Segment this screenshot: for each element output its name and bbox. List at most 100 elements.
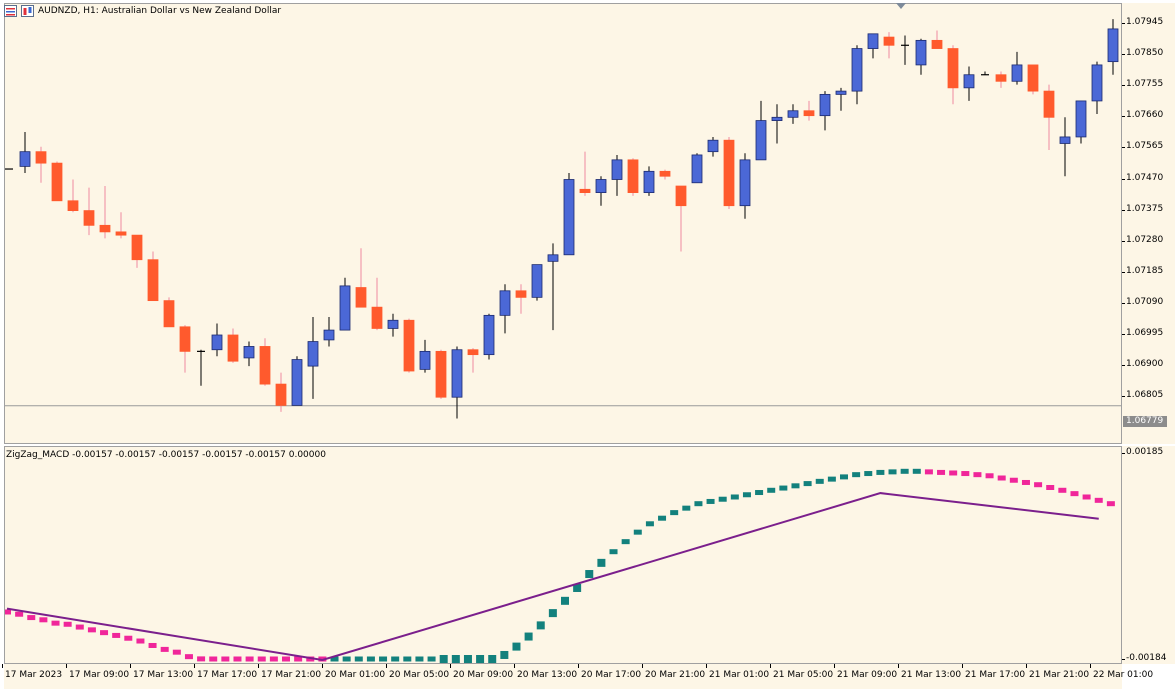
macd-histogram-bar-down	[221, 656, 230, 662]
price-tick-label: 1.07850	[1121, 48, 1164, 59]
macd-histogram-bar-down	[973, 472, 982, 478]
macd-histogram-bar-down	[1009, 477, 1018, 483]
bear-candle	[723, 139, 735, 207]
bull-candle	[867, 33, 879, 49]
bear-candle	[1043, 90, 1055, 118]
zigzag-macd-chart[interactable]	[5, 447, 1122, 664]
macd-histogram-bar-up	[633, 529, 642, 535]
macd-histogram-bar-down	[5, 609, 11, 615]
time-axis-label: 17 Mar 21:00	[257, 664, 322, 680]
price-tick-label: 1.07755	[1121, 79, 1164, 90]
bear-candle	[579, 188, 591, 193]
macd-histogram-bar-down	[949, 470, 958, 476]
price-scale[interactable]: 1.07945 1.07850 1.07755 1.07660 1.07565 1.074…	[1121, 3, 1175, 444]
macd-histogram-bar-down	[1021, 479, 1030, 485]
macd-histogram-bar-down	[136, 638, 145, 644]
macd-histogram-bar-up	[561, 596, 569, 605]
current-price-label: 1.06779	[1123, 416, 1167, 427]
macd-histogram-bar-up	[852, 472, 861, 478]
bear-candle	[131, 234, 143, 261]
bear-candle	[259, 346, 271, 385]
macd-histogram-bar-down	[924, 469, 933, 475]
macd-histogram-bar-down	[1058, 487, 1067, 493]
macd-histogram-bar-up	[912, 468, 921, 474]
bull-candle	[1075, 100, 1087, 138]
macd-histogram-bar-up	[827, 476, 836, 482]
macd-histogram-bar-up	[803, 481, 812, 487]
bull-candle	[835, 90, 847, 95]
price-chart-pane[interactable]	[4, 3, 1122, 444]
price-tick-label: 1.06900	[1121, 359, 1164, 370]
bull-candle	[787, 110, 799, 118]
bull-candle	[915, 39, 927, 66]
macd-histogram-bar-up	[694, 501, 703, 507]
indicator-scale[interactable]: 0.00185 -0.00184	[1121, 446, 1175, 664]
chart-header: AUDNZD, H1: Australian Dollar vs New Zea…	[4, 5, 281, 17]
time-axis-label: 20 Mar 05:00	[385, 664, 450, 680]
macd-histogram-bar-down	[1070, 491, 1079, 497]
bull-candle	[707, 139, 719, 153]
chart-settings-icon[interactable]	[4, 5, 17, 17]
bear-candle	[1027, 64, 1039, 92]
macd-histogram-bar-up	[840, 474, 848, 480]
chart-type-icon[interactable]	[21, 5, 34, 17]
macd-histogram-bar-down	[1094, 497, 1103, 503]
time-axis-label: 20 Mar 09:00	[449, 664, 514, 680]
bear-candle	[227, 334, 239, 362]
time-axis-label: 21 Mar 05:00	[769, 664, 834, 680]
bull-candle	[1107, 28, 1119, 63]
macd-histogram-bar-up	[755, 490, 764, 496]
bull-candle	[643, 170, 655, 193]
bear-candle	[147, 259, 159, 302]
macd-histogram-bar-up	[524, 632, 533, 641]
macd-histogram-bar-down	[75, 624, 84, 630]
candlestick-chart[interactable]	[5, 4, 1122, 444]
macd-histogram-bar-up	[621, 539, 630, 545]
bear-candle	[435, 350, 447, 398]
bull-candle	[819, 93, 831, 117]
bull-candle	[1091, 64, 1103, 102]
macd-histogram-bar-up	[476, 655, 485, 663]
time-axis-label: 17 Mar 2023	[1, 664, 63, 680]
bear-candle	[51, 162, 63, 202]
price-tick-label: 1.07375	[1121, 203, 1164, 214]
bear-candle	[83, 210, 95, 226]
time-axis-label: 20 Mar 21:00	[641, 664, 706, 680]
macd-histogram-bar-down	[39, 617, 48, 623]
chart-shift-marker-icon[interactable]	[896, 3, 906, 9]
bull-candle	[291, 359, 303, 406]
indicator-pane[interactable]	[4, 446, 1122, 664]
price-tick-label: 1.06995	[1121, 328, 1164, 338]
macd-histogram-bar-up	[670, 510, 679, 516]
bear-candle	[99, 224, 111, 233]
bear-candle	[627, 159, 639, 193]
macd-histogram-bar-down	[15, 611, 24, 617]
macd-histogram-bar-up	[439, 655, 448, 663]
bear-candle	[675, 185, 687, 207]
macd-histogram-bar-up	[366, 656, 375, 662]
macd-histogram-bar-down	[1106, 501, 1115, 507]
time-axis-label: 22 Mar 01:00	[1089, 664, 1154, 680]
macd-histogram-bar-down	[294, 656, 303, 662]
macd-histogram-bar-up	[658, 515, 667, 521]
macd-histogram-bar-up	[876, 469, 885, 475]
time-axis-label: 20 Mar 01:00	[321, 664, 386, 680]
time-axis-label: 21 Mar 13:00	[897, 664, 962, 680]
bull-candle	[211, 334, 223, 351]
bear-candle	[803, 110, 815, 117]
macd-histogram-bar-up	[742, 492, 751, 498]
macd-histogram-bar-down	[1046, 484, 1055, 490]
time-axis-label: 17 Mar 17:00	[193, 664, 258, 680]
price-tick-label: 1.06805	[1121, 390, 1164, 401]
macd-histogram-bar-down	[209, 656, 218, 662]
macd-histogram-bar-down	[172, 649, 181, 655]
bear-candle	[515, 290, 527, 298]
macd-histogram-bar-up	[391, 656, 400, 662]
bear-candle	[355, 287, 367, 308]
macd-histogram-bar-down	[100, 630, 109, 636]
macd-histogram-bar-up	[451, 655, 460, 663]
time-axis[interactable]: 17 Mar 2023 17 Mar 09:00 17 Mar 13:00 17 Ma…	[1, 664, 1153, 689]
macd-histogram-bar-up	[779, 485, 788, 491]
macd-histogram-bar-down	[124, 635, 133, 641]
bear-candle	[931, 39, 943, 49]
